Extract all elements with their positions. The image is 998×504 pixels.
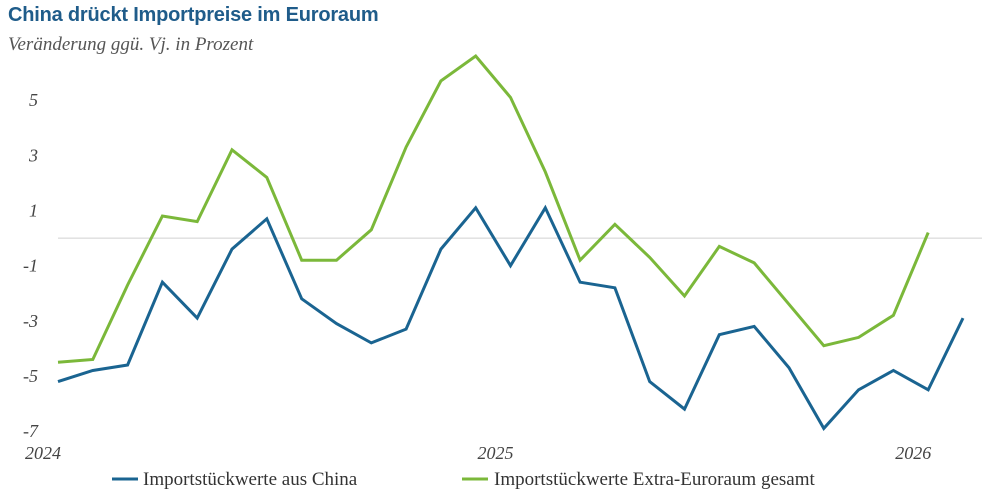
y-tick-label: 5 [29, 90, 38, 110]
y-tick-label: -7 [23, 421, 39, 441]
series-lines [57, 53, 965, 431]
y-tick-label: -3 [23, 311, 38, 331]
legend-label: Importstückwerte Extra-Euroraum gesamt [494, 469, 815, 490]
series-line-china [57, 204, 965, 431]
x-tick-label: 2024 [25, 443, 61, 463]
y-tick-label: -1 [23, 256, 38, 276]
chart-subtitle: Veränderung ggü. Vj. in Prozent [8, 34, 254, 55]
x-tick-label: 2025 [478, 443, 514, 463]
x-tick-label: 2026 [895, 443, 931, 463]
y-axis-ticks: 5 3 1 -1 -3 -5 -7 [23, 90, 39, 441]
y-tick-label: -5 [23, 366, 38, 386]
chart-title: China drückt Importpreise im Euroraum [8, 4, 379, 26]
series-line-extra-euroraum [57, 53, 930, 364]
legend-label: Importstückwerte aus China [143, 469, 358, 490]
x-axis-ticks: 2024 2025 2026 [25, 443, 931, 463]
legend: Importstückwerte aus China Importstückwer… [112, 469, 815, 490]
y-tick-label: 1 [29, 201, 38, 221]
y-tick-label: 3 [28, 145, 38, 165]
